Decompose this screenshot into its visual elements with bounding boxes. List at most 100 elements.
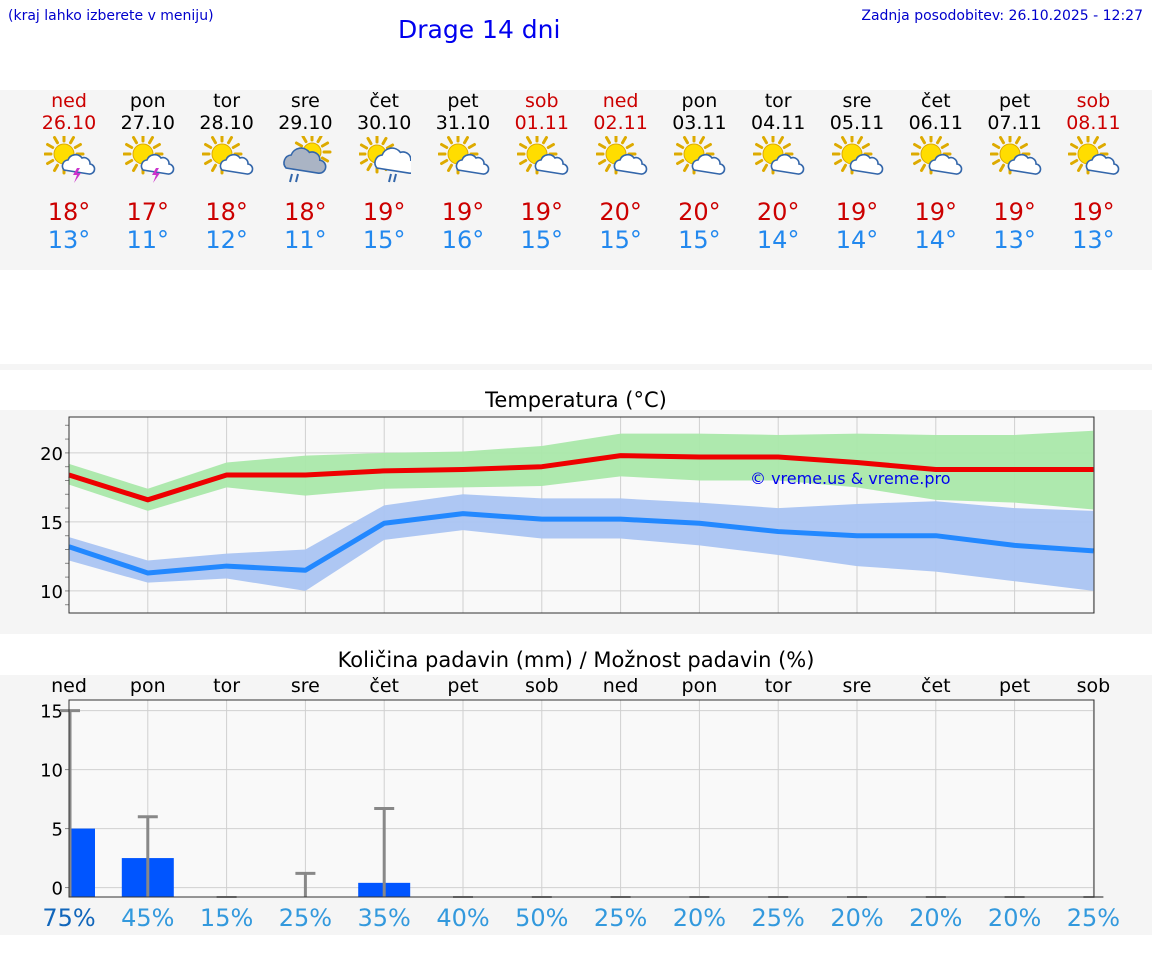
min-temperature-line	[68, 511, 1094, 576]
rain-showers-icon	[280, 132, 332, 188]
plot-frame	[68, 699, 1095, 898]
y-tick-label: 10	[40, 761, 63, 782]
min-temperature: 16°	[441, 226, 485, 254]
day-date: 02.11	[593, 112, 648, 134]
page-title: Drage 14 dni	[398, 15, 561, 44]
day-name: pon	[681, 90, 718, 112]
min-temperature: 14°	[756, 226, 800, 254]
day-date: 29.10	[278, 112, 333, 134]
precipitation-probability: 50%	[515, 904, 569, 932]
min-temperature-range-band	[69, 494, 1094, 591]
precipitation-chart-title: Količina padavin (mm) / Možnost padavin …	[337, 648, 815, 672]
max-temperature: 19°	[520, 198, 564, 226]
day-date: 05.11	[829, 112, 885, 134]
last-updated: Zadnja posodobitev: 26.10.2025 - 12:27	[861, 8, 1143, 24]
day-name: pet	[998, 90, 1031, 112]
day-date: 03.11	[672, 112, 727, 134]
day-label: pon	[129, 675, 166, 697]
day-date: 04.11	[750, 112, 806, 134]
max-temperature: 19°	[441, 198, 485, 226]
day-label: čet	[921, 675, 951, 697]
watermark: © vreme.us & vreme.pro	[750, 469, 951, 488]
day-date: 26.10	[41, 112, 97, 134]
day-date: 28.10	[199, 112, 254, 134]
cloudy-showers-icon	[357, 134, 418, 188]
day-label: pet	[998, 675, 1031, 697]
day-date: 07.11	[987, 112, 1042, 134]
partly-cloudy-icon	[752, 133, 805, 188]
day-date: 08.11	[1066, 112, 1121, 134]
precipitation-probability: 35%	[357, 904, 411, 932]
day-name: pet	[447, 90, 479, 112]
max-temperature: 20°	[678, 198, 721, 226]
day-name: tor	[213, 90, 241, 112]
precipitation-bar	[69, 828, 95, 897]
day-label: pet	[447, 675, 479, 697]
max-temperature: 19°	[993, 198, 1036, 226]
precipitation-probability: 25%	[751, 904, 805, 932]
day-date: 27.10	[120, 112, 175, 134]
day-label: sre	[842, 675, 872, 697]
plot-area	[69, 700, 1094, 897]
max-temperature-line	[68, 453, 1094, 503]
max-temperature: 20°	[599, 198, 642, 226]
max-temperature: 19°	[362, 198, 406, 226]
precipitation-probability: 25%	[278, 904, 333, 932]
day-name: tor	[764, 90, 792, 112]
max-temperature: 19°	[914, 198, 958, 226]
day-name: čet	[369, 90, 399, 112]
day-name: čet	[921, 90, 951, 112]
day-date: 01.11	[514, 112, 569, 134]
precipitation-probability: 25%	[593, 904, 648, 932]
min-temperature: 11°	[284, 226, 327, 254]
daily-forecast-strip: ned 26.10 18° 13° pon 27.10 17° 11° tor 28.10 18° 1…	[0, 90, 1152, 270]
y-tick-label: 15	[40, 702, 63, 723]
partly-cloudy-icon	[516, 133, 569, 188]
precipitation-probability: 40%	[436, 904, 490, 932]
max-temperature: 19°	[835, 198, 879, 226]
day-name: ned	[51, 90, 87, 112]
min-temperature: 15°	[520, 226, 564, 254]
precipitation-probability: 20%	[987, 904, 1042, 932]
plot-frame	[68, 416, 1095, 614]
min-temperature: 15°	[362, 226, 406, 254]
y-tick-label: 20	[40, 444, 63, 465]
min-temperature: 13°	[47, 226, 91, 254]
day-label: ned	[602, 675, 639, 697]
y-tick-label: 10	[40, 582, 63, 603]
precipitation-probability: 25%	[1066, 904, 1121, 932]
precipitation-probability: 15%	[199, 904, 254, 932]
day-date: 06.11	[908, 112, 963, 134]
temperature-chart-title: Temperatura (°C)	[485, 388, 667, 412]
day-name: sre	[842, 90, 872, 112]
day-date: 31.10	[435, 112, 491, 134]
max-temperature: 20°	[756, 198, 800, 226]
y-tick-label: 5	[52, 820, 63, 841]
day-label: pon	[681, 675, 718, 697]
partly-cloudy-icon	[910, 133, 963, 188]
day-label: sre	[290, 675, 320, 697]
day-label: čet	[369, 675, 399, 697]
precipitation-probability: 75%	[42, 904, 96, 932]
max-temperature: 18°	[47, 198, 91, 226]
max-temperature: 18°	[205, 198, 248, 226]
y-tick-label: 15	[40, 513, 63, 534]
partly-cloudy-icon	[1067, 133, 1120, 188]
partly-cloudy-icon	[201, 133, 254, 188]
precipitation-probability: 45%	[121, 904, 175, 932]
max-temperature: 18°	[284, 198, 327, 226]
partly-cloudy-thunderstorm-icon	[43, 133, 96, 188]
min-temperature: 13°	[1072, 226, 1115, 254]
day-label: sob	[525, 675, 559, 697]
partly-cloudy-icon	[989, 133, 1042, 188]
max-temperature: 19°	[1072, 198, 1115, 226]
day-name: sre	[290, 90, 320, 112]
min-temperature: 13°	[993, 226, 1036, 254]
partly-cloudy-icon	[595, 133, 648, 188]
max-temperature-range-band	[69, 430, 1094, 511]
min-temperature: 14°	[914, 226, 958, 254]
partly-cloudy-icon	[437, 133, 490, 188]
location-hint: (kraj lahko izberete v meniju)	[8, 8, 214, 24]
